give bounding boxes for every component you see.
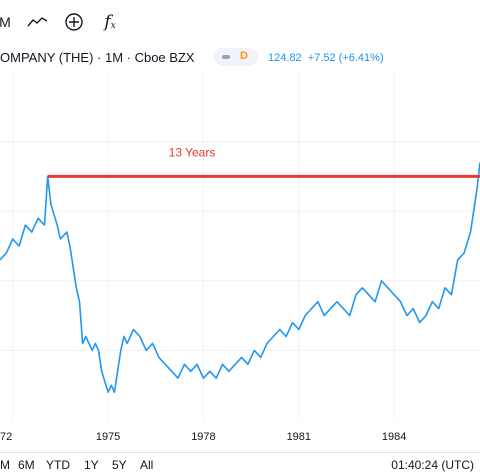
date-range-bar: M 6M YTD 1Y 5Y All 01:40:24 (UTC): [0, 452, 480, 475]
market-status-badge[interactable]: D: [214, 48, 258, 66]
x-tick-label: 1981: [287, 431, 311, 443]
x-tick-label: 1978: [191, 431, 215, 443]
last-price: 124.82: [268, 52, 302, 64]
range-1y-button[interactable]: 1Y: [84, 458, 99, 472]
price-change: +7.52 (+6.41%): [307, 52, 384, 64]
range-ytd-button[interactable]: YTD: [46, 458, 70, 472]
range-m-button[interactable]: M: [0, 458, 10, 472]
x-tick-label: 1984: [382, 431, 406, 443]
add-compare-icon[interactable]: [60, 10, 88, 34]
status-dash-icon: [222, 55, 230, 59]
utc-clock: 01:40:24 (UTC): [391, 458, 474, 472]
line-chart-icon[interactable]: [24, 10, 52, 34]
timeframe-label: M: [0, 14, 11, 30]
range-5y-button[interactable]: 5Y: [112, 458, 127, 472]
symbol-title[interactable]: OMPANY (THE) · 1M · Cboe BZX: [0, 50, 195, 65]
chart-grid: [0, 72, 480, 420]
range-all-button[interactable]: All: [140, 458, 154, 472]
symbol-legend: OMPANY (THE) · 1M · Cboe BZX D 124.82 +7…: [0, 44, 480, 72]
price-readout: 124.82 +7.52 (+6.41%): [268, 52, 384, 64]
range-6m-button[interactable]: 6M: [18, 458, 35, 472]
x-tick-label: 72: [0, 431, 12, 443]
market-status-label: D: [240, 50, 248, 62]
price-series-line: [0, 162, 480, 394]
x-axis: 72 1975 1978 1981 1984: [0, 431, 406, 443]
x-tick-label: 1975: [96, 431, 120, 443]
fx-label: f: [104, 12, 111, 32]
timeframe-button[interactable]: M: [0, 10, 11, 34]
annotation-label: 13 Years: [169, 145, 216, 159]
